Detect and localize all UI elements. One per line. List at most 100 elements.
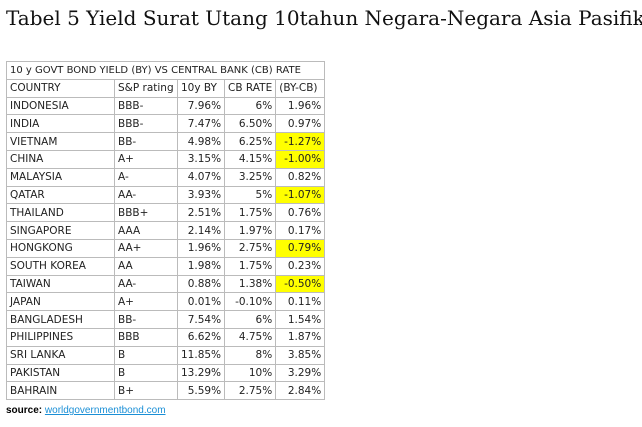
table-cell: B (114, 363, 178, 383)
table-cell: BBB (114, 327, 178, 347)
table-cell: 2.75% (224, 381, 277, 401)
table-cell: 0.76% (275, 203, 326, 223)
table-cell: HONGKONG (6, 238, 115, 258)
table-cell: MALAYSIA (6, 167, 115, 187)
header-row: COUNTRY S&P rating 10y BY CB RATE (BY-CB) (6, 78, 326, 98)
table-cell: 3.85% (275, 345, 326, 365)
table-cell: 6% (224, 310, 277, 329)
source-label: source: (6, 405, 43, 416)
table-row: CHINA A+ 3.15% 4.15% -1.00% (6, 149, 326, 169)
table-cell: PHILIPPINES (6, 327, 115, 347)
table-row: JAPAN A+ 0.01% -0.10% 0.11% (6, 292, 326, 312)
table-cell: 2.75% (224, 238, 277, 258)
table-cell: 1.75% (224, 256, 277, 276)
table-row: INDONESIA BBB- 7.96% 6% 1.96% (6, 96, 326, 116)
table-cell: SRI LANKA (6, 345, 115, 365)
table-cell: 3.93% (176, 185, 226, 205)
table-cell: 6.62% (176, 327, 226, 347)
table-cell: 1.87% (275, 327, 326, 347)
table-cell: -0.10% (224, 292, 277, 312)
table-cell: -0.50% (275, 274, 326, 294)
table-row: MALAYSIA A- 4.07% 3.25% 0.82% (6, 167, 326, 187)
table-cell: -1.07% (275, 185, 326, 205)
table-row: VIETNAM BB- 4.98% 6.25% -1.27% (6, 132, 326, 151)
table-cell: BBB+ (114, 203, 178, 223)
table-cell: 3.29% (275, 363, 326, 383)
caption-row: 10 y GOVT BOND YIELD (BY) VS CENTRAL BAN… (5, 61, 326, 80)
table-cell: BB- (114, 132, 178, 151)
table-cell: 0.97% (275, 114, 326, 134)
table-cell: 3.15% (176, 149, 226, 169)
table-cell: BBB- (114, 114, 178, 134)
table-cell: 13.29% (176, 363, 226, 383)
table-cell: 4.15% (224, 149, 277, 169)
table-row: BANGLADESH BB- 7.54% 6% 1.54% (6, 310, 326, 329)
table-cell: B (114, 345, 178, 365)
table-cell: 6.25% (224, 132, 277, 151)
table-cell: CHINA (6, 149, 115, 169)
column-header: CB RATE (224, 78, 277, 98)
table-row: INDIA BBB- 7.47% 6.50% 0.97% (6, 114, 326, 134)
table-cell: INDONESIA (6, 96, 115, 116)
source-link[interactable]: worldgovernmentbond.com (44, 405, 166, 416)
table-row: SINGAPORE AAA 2.14% 1.97% 0.17% (6, 221, 326, 240)
table-cell: 1.98% (176, 256, 226, 276)
table-row: TAIWAN AA- 0.88% 1.38% -0.50% (6, 274, 326, 294)
table-cell: 7.96% (176, 96, 226, 116)
table-cell: BANGLADESH (6, 310, 115, 329)
table-cell: 7.47% (176, 114, 226, 134)
table-cell: SINGAPORE (6, 221, 115, 240)
table-cell: THAILAND (6, 203, 115, 223)
table-cell: 4.75% (224, 327, 277, 347)
table-row: SOUTH KOREA AA 1.98% 1.75% 0.23% (6, 256, 326, 276)
table-row: PAKISTAN B 13.29% 10% 3.29% (6, 363, 326, 383)
table-cell: 6.50% (224, 114, 277, 134)
table-cell: A+ (114, 149, 178, 169)
table-row: SRI LANKA B 11.85% 8% 3.85% (6, 345, 326, 365)
table-cell: BAHRAIN (6, 381, 115, 401)
table-cell: 2.84% (275, 381, 326, 401)
table-cell: 8% (224, 345, 277, 365)
table-cell: AA- (114, 274, 178, 294)
table-cell: 5.59% (176, 381, 226, 401)
column-header: 10y BY (176, 78, 226, 98)
table-cell: PAKISTAN (6, 363, 115, 383)
table-cell: 0.17% (275, 221, 326, 240)
table-row: HONGKONG AA+ 1.96% 2.75% 0.79% (6, 238, 326, 258)
table-cell: AA+ (114, 238, 178, 258)
table-cell: 6% (224, 96, 277, 116)
table-cell: QATAR (6, 185, 115, 205)
table-cell: AA (114, 256, 178, 276)
table-cell: A+ (114, 292, 178, 312)
table-cell: TAIWAN (6, 274, 115, 294)
table-caption: 10 y GOVT BOND YIELD (BY) VS CENTRAL BAN… (5, 61, 326, 80)
table-cell: 7.54% (176, 310, 226, 329)
column-header: COUNTRY (6, 78, 115, 98)
table-cell: 1.75% (224, 203, 277, 223)
table-cell: A- (114, 167, 178, 187)
table-cell: 0.23% (275, 256, 326, 276)
table-row: PHILIPPINES BBB 6.62% 4.75% 1.87% (6, 327, 326, 347)
table-cell: SOUTH KOREA (6, 256, 115, 276)
table-cell: 4.98% (176, 132, 226, 151)
table-cell: 0.01% (176, 292, 226, 312)
table-cell: 5% (224, 185, 277, 205)
column-header: (BY-CB) (275, 78, 326, 98)
title: Tabel 5 Yield Surat Utang 10tahun Negara… (6, 6, 642, 30)
table-cell: INDIA (6, 114, 115, 134)
table-cell: 0.82% (275, 167, 326, 187)
table-cell: 1.97% (224, 221, 277, 240)
table-cell: 2.51% (176, 203, 226, 223)
table-row: QATAR AA- 3.93% 5% -1.07% (6, 185, 326, 205)
table-cell: 10% (224, 363, 277, 383)
table-cell: JAPAN (6, 292, 115, 312)
table-cell: 11.85% (176, 345, 226, 365)
table-cell: 1.54% (275, 310, 326, 329)
table-cell: 1.38% (224, 274, 277, 294)
table-row: BAHRAIN B+ 5.59% 2.75% 2.84% (6, 381, 326, 401)
table-cell: VIETNAM (6, 132, 115, 151)
table-cell: 2.14% (176, 221, 226, 240)
table-row: THAILAND BBB+ 2.51% 1.75% 0.76% (6, 203, 326, 223)
table-cell: 3.25% (224, 167, 277, 187)
